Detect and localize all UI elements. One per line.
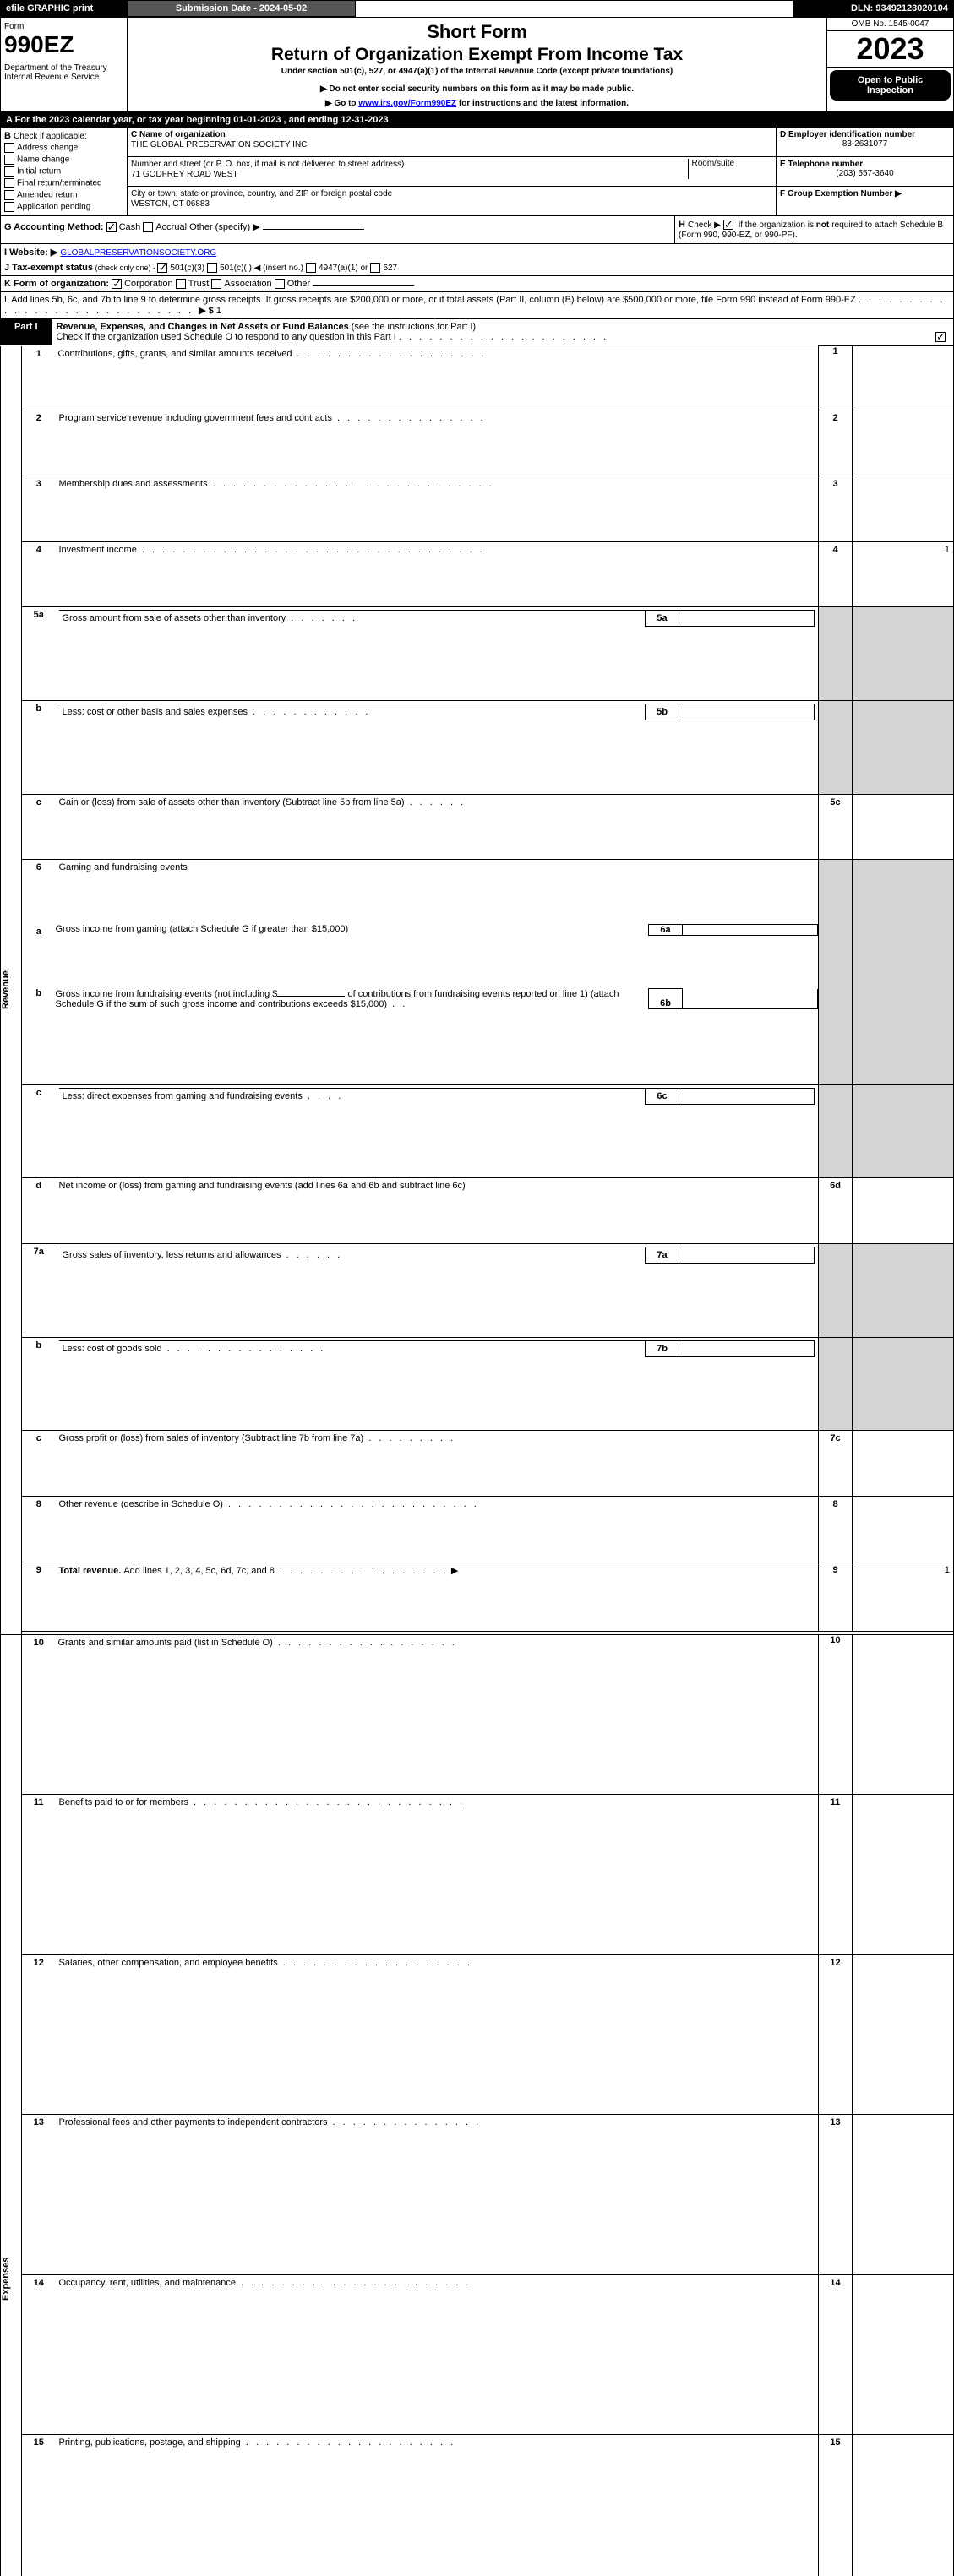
check-other[interactable]	[275, 279, 285, 289]
check-final[interactable]	[4, 178, 14, 188]
header-block: Form 990EZ Department of the Treasury In…	[0, 17, 954, 112]
d-label: D Employer identification number	[780, 130, 915, 139]
room-label: Room/suite	[688, 159, 772, 179]
check-501c3[interactable]	[157, 263, 167, 273]
line-l: L Add lines 5b, 6c, and 7b to line 9 to …	[0, 291, 954, 319]
b-label: Check if applicable:	[14, 132, 87, 141]
part1-header: Part I Revenue, Expenses, and Changes in…	[0, 319, 954, 345]
dln: DLN: 93492123020104	[793, 1, 954, 17]
line-j: J Tax-exempt status (check only one) - 5…	[0, 260, 954, 275]
check-cash[interactable]	[106, 222, 117, 232]
org-info-block: B Check if applicable: Address change Na…	[0, 128, 954, 216]
form-label: Form	[4, 22, 24, 31]
street-label: Number and street (or P. O. box, if mail…	[131, 160, 404, 169]
main-title: Return of Organization Exempt From Incom…	[136, 45, 818, 65]
efile-label[interactable]: efile GRAPHIC print	[1, 1, 128, 17]
ein: 83-2631077	[780, 139, 950, 149]
val-9: 1	[853, 1562, 954, 1631]
c-label: C Name of organization	[131, 130, 226, 139]
short-form-title: Short Form	[136, 21, 818, 43]
lines-table: Revenue 1Contributions, gifts, grants, a…	[0, 345, 954, 2576]
check-h[interactable]	[723, 220, 733, 230]
irs-label: Internal Revenue Service	[4, 73, 123, 82]
check-amend[interactable]	[4, 190, 14, 200]
line-k: K Form of organization: Corporation Trus…	[0, 275, 954, 291]
city-label: City or town, state or province, country…	[131, 189, 392, 198]
open-to-public: Open to Public Inspection	[830, 70, 951, 101]
line-i: I Website: ▶ GLOBALPRESERVATIONSOCIETY.O…	[0, 243, 954, 260]
check-name[interactable]	[4, 155, 14, 165]
side-expenses: Expenses	[1, 1635, 11, 2576]
subtitle: Under section 501(c), 527, or 4947(a)(1)…	[136, 67, 818, 76]
top-bar: efile GRAPHIC print Submission Date - 20…	[0, 0, 954, 17]
check-initial[interactable]	[4, 166, 14, 177]
form-number: 990EZ	[4, 31, 74, 57]
check-501c[interactable]	[207, 263, 217, 273]
submission-date: Submission Date - 2024-05-02	[128, 1, 356, 17]
check-app[interactable]	[4, 202, 14, 212]
dept-label: Department of the Treasury	[4, 63, 123, 73]
street: 71 GODFREY ROAD WEST	[131, 170, 238, 179]
val-4: 1	[853, 541, 954, 607]
check-addr[interactable]	[4, 143, 14, 153]
omb: OMB No. 1545-0047	[827, 18, 953, 31]
check-assoc[interactable]	[211, 279, 221, 289]
check-accrual[interactable]	[143, 222, 153, 232]
city: WESTON, CT 06883	[131, 199, 210, 209]
check-4947[interactable]	[306, 263, 316, 273]
part1-label: Part I	[1, 319, 52, 345]
f-label: F Group Exemption Number ▶	[780, 189, 902, 198]
check-527[interactable]	[370, 263, 380, 273]
line-a: A For the 2023 calendar year, or tax yea…	[0, 112, 954, 128]
tax-year: 2023	[827, 31, 953, 68]
g-label: G Accounting Method:	[4, 222, 104, 232]
e-label: E Telephone number	[780, 160, 863, 169]
irs-link[interactable]: www.irs.gov/Form990EZ	[358, 99, 456, 108]
side-revenue: Revenue	[1, 346, 11, 1634]
gh-block: G Accounting Method: Cash Accrual Other …	[0, 216, 954, 243]
check-corp[interactable]	[112, 279, 122, 289]
website-link[interactable]: GLOBALPRESERVATIONSOCIETY.ORG	[60, 248, 216, 258]
phone: (203) 557-3640	[780, 169, 950, 178]
check-trust[interactable]	[176, 279, 186, 289]
check-part1-o[interactable]	[935, 332, 946, 342]
warn-link: ▶ Go to www.irs.gov/Form990EZ for instru…	[136, 99, 818, 108]
warn-ssn: ▶ Do not enter social security numbers o…	[136, 84, 818, 94]
org-name: THE GLOBAL PRESERVATION SOCIETY INC	[131, 140, 307, 149]
